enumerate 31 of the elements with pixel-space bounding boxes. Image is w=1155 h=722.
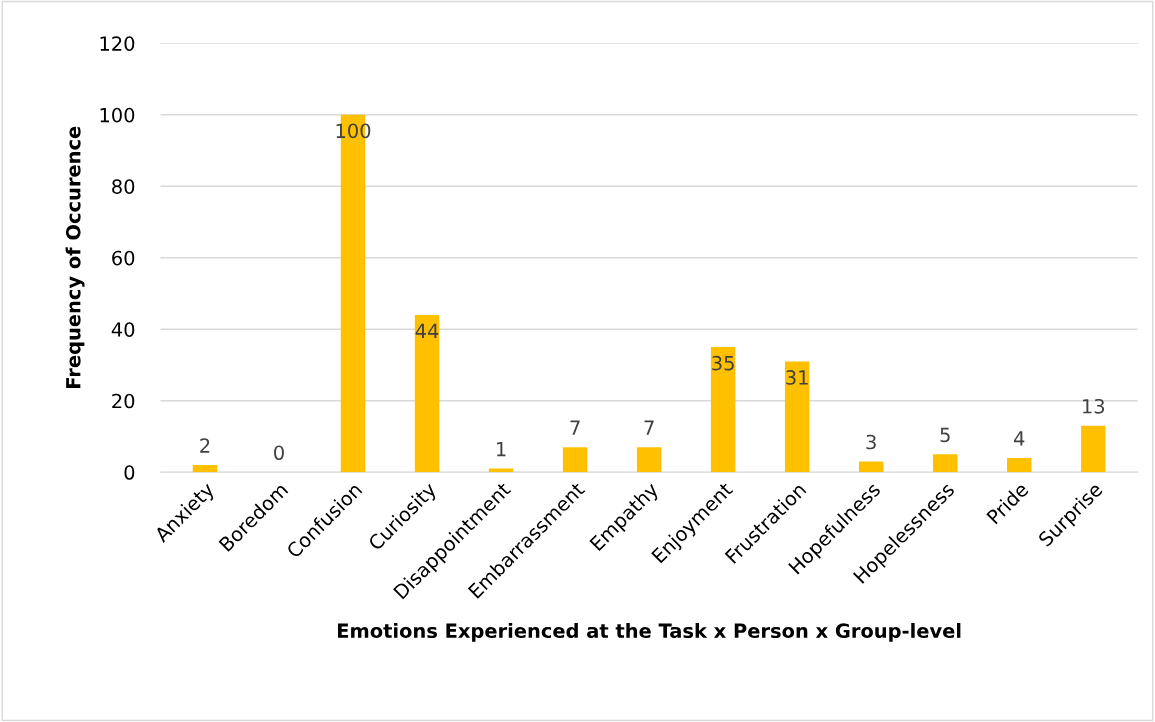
y-tick-label: 100: [100, 107, 135, 123]
bar: [636, 447, 662, 473]
data-label: 4: [1014, 431, 1025, 446]
y-tick-label: 20: [112, 393, 135, 409]
data-label: 7: [644, 420, 654, 435]
data-label: 0: [274, 445, 284, 461]
x-axis-title: Emotions Experienced at the Task x Person x Group-level: [338, 623, 961, 642]
data-label: 44: [415, 323, 439, 339]
bar: [858, 461, 884, 473]
data-label: 5: [940, 427, 950, 443]
y-tick-label: 40: [111, 322, 135, 337]
data-label: 7: [570, 420, 580, 435]
bar: [784, 361, 810, 473]
data-label: 31: [786, 370, 808, 385]
y-tick-label: 0: [124, 465, 135, 480]
bar: [192, 465, 218, 473]
bar: [933, 454, 958, 473]
data-label: 2: [200, 438, 210, 453]
bar: [710, 347, 736, 473]
y-axis-title: Frequency of Occurence: [65, 126, 85, 388]
bar: [414, 314, 440, 473]
y-tick-label: 80: [112, 179, 135, 194]
bar: [1007, 457, 1032, 473]
y-tick-label: 60: [112, 250, 135, 266]
data-label: 35: [712, 355, 734, 371]
y-tick-label: 120: [100, 36, 135, 51]
data-label: 13: [1083, 398, 1105, 414]
data-label: 3: [866, 434, 876, 450]
bar: [1081, 425, 1106, 473]
bar: [562, 447, 588, 473]
data-label: 1: [497, 442, 506, 457]
